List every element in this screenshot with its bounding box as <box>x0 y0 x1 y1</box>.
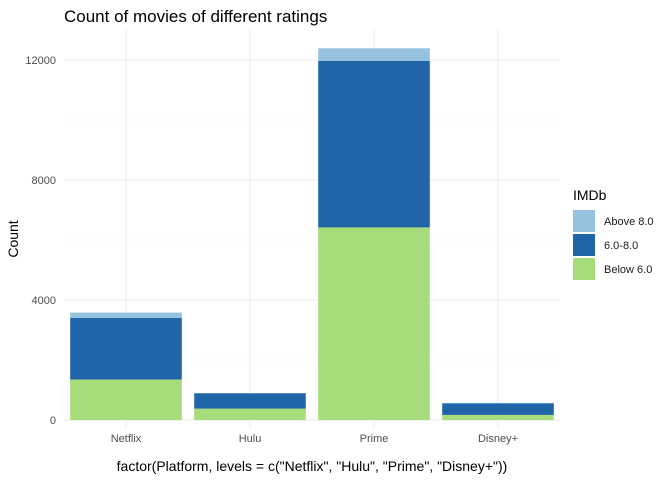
bar-segment <box>70 318 182 380</box>
x-tick-label: Netflix <box>111 433 142 445</box>
y-axis-title: Count <box>5 220 21 257</box>
bar-segment <box>70 379 182 420</box>
legend-title: IMDb <box>573 187 607 203</box>
bar-segment <box>442 402 554 404</box>
bars <box>70 48 554 420</box>
chart-title: Count of movies of different ratings <box>64 7 327 26</box>
bar-segment <box>194 408 306 420</box>
bar-segment <box>442 414 554 420</box>
x-tick-label: Prime <box>360 433 389 445</box>
bar-segment <box>318 227 430 420</box>
legend-label: 6.0-8.0 <box>604 240 638 252</box>
x-axis-ticks: Netflix Hulu Prime Disney+ <box>111 433 518 445</box>
legend-key <box>573 210 595 232</box>
y-tick-label: 4000 <box>32 295 56 307</box>
legend: IMDb Above 8.0 6.0-8.0 Below 6.0 <box>573 187 654 280</box>
legend-key <box>573 234 595 256</box>
legend-key <box>573 258 595 280</box>
bar-segment <box>318 60 430 228</box>
bar-segment <box>318 48 430 61</box>
bar-segment <box>194 393 306 409</box>
y-tick-label: 0 <box>50 415 56 427</box>
x-tick-label: Hulu <box>239 433 262 445</box>
x-axis-title: factor(Platform, levels = c("Netflix", "… <box>117 458 508 474</box>
legend-label: Below 6.0 <box>604 264 652 276</box>
y-tick-label: 12000 <box>25 55 56 67</box>
bar-segment <box>442 403 554 415</box>
y-tick-label: 8000 <box>32 175 56 187</box>
x-tick-label: Disney+ <box>478 433 518 445</box>
bar-segment <box>70 312 182 318</box>
y-axis-ticks: 0 4000 8000 12000 <box>25 55 56 427</box>
legend-label: Above 8.0 <box>604 216 654 228</box>
